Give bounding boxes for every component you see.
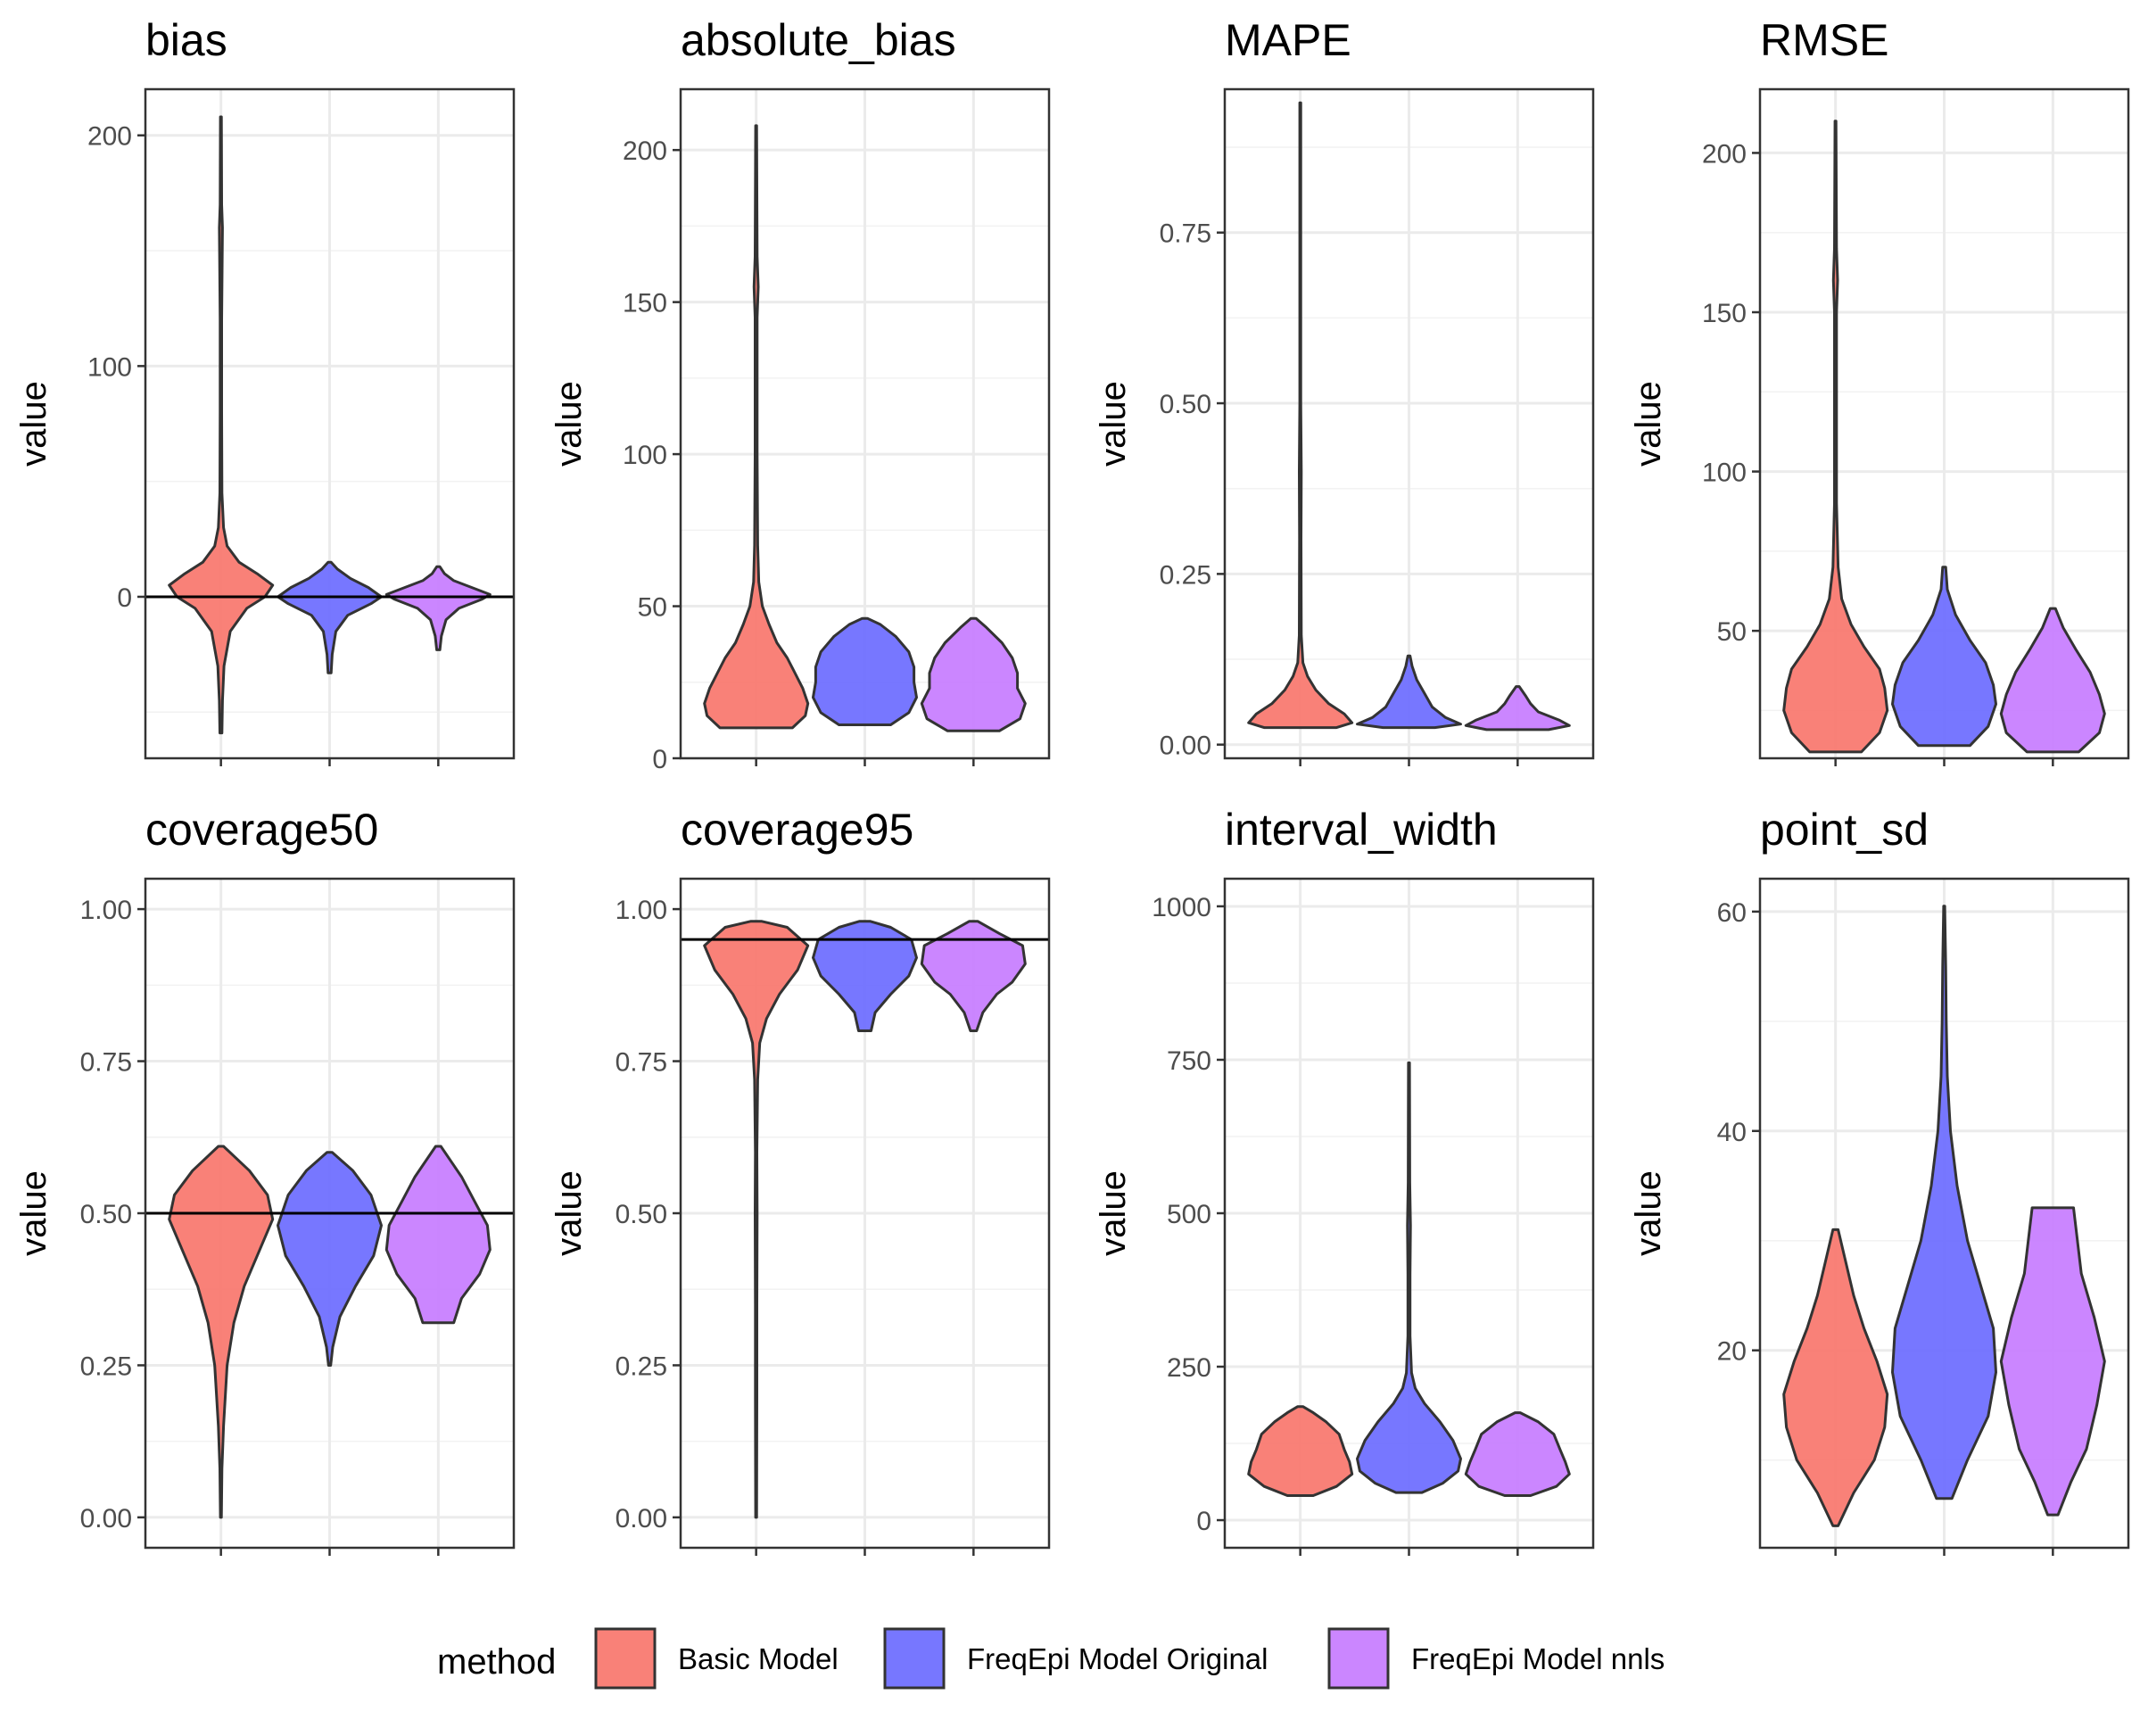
y-tick-label: 0.25	[80, 1352, 132, 1381]
violin-freqepi-model-nnls	[1464, 685, 1571, 732]
violin-basic-model	[703, 920, 810, 1519]
violin-freqepi-model-original	[812, 616, 918, 726]
legend-entry-basic-model: Basic Model	[594, 1627, 839, 1690]
y-axis-title: value	[1629, 1170, 1668, 1256]
y-axis-title: value	[1094, 1170, 1133, 1256]
violin-freqepi-model-original	[812, 920, 918, 1032]
violin-basic-model	[168, 1145, 275, 1519]
y-axis-title: value	[549, 381, 589, 467]
y-tick-label: 100	[1702, 459, 1747, 488]
violin-basic-model	[1782, 1228, 1889, 1527]
facet-title: point_sd	[1760, 805, 1929, 855]
y-tick-label: 250	[1167, 1353, 1211, 1383]
y-tick-label: 150	[623, 289, 667, 318]
legend-entries: Basic Model FreqEpi Model Original FreqEpi…	[594, 1627, 1665, 1690]
y-tick-label: 0.00	[616, 1504, 667, 1533]
y-tick-label: 0	[117, 583, 132, 613]
violin-freqepi-model-original	[1891, 566, 1997, 748]
y-tick-label: 0.75	[80, 1048, 132, 1078]
facet-absolute-bias: 0 50 100 150 200 value absolute_bias	[549, 15, 1051, 774]
violin-freqepi-model-nnls	[1464, 1411, 1571, 1497]
facet-point-sd: 20 40 60 value point_sd	[1629, 805, 2130, 1556]
y-tick-label: 1.00	[80, 896, 132, 925]
facet-title: absolute_bias	[681, 15, 956, 65]
violin-freqepi-model-nnls	[1999, 1206, 2106, 1517]
legend-title: method	[437, 1642, 556, 1682]
y-tick-label: 200	[87, 122, 132, 152]
y-tick-label: 200	[1702, 139, 1747, 169]
y-tick-label: 1.00	[616, 896, 667, 925]
facet-bias: 0 100 200 value bias	[14, 15, 516, 766]
violin-freqepi-model-original	[277, 1151, 383, 1367]
facet-title: RMSE	[1760, 15, 1888, 65]
facet-title: bias	[145, 15, 227, 65]
y-tick-label: 100	[87, 352, 132, 382]
facet-title: coverage50	[145, 805, 378, 855]
violin-basic-model	[1247, 101, 1354, 730]
violin-freqepi-model-original	[1356, 654, 1462, 730]
legend-label: FreqEpi Model Original	[967, 1642, 1268, 1675]
y-tick-label: 20	[1717, 1337, 1747, 1367]
y-tick-label: 0.50	[616, 1200, 667, 1229]
violin-basic-model	[168, 115, 275, 735]
y-tick-label: 1000	[1152, 893, 1211, 922]
y-tick-label: 50	[638, 593, 667, 623]
y-axis-title: value	[14, 1170, 54, 1256]
y-tick-label: 0.25	[616, 1352, 667, 1381]
legend-entry-freqepi-model-nnls: FreqEpi Model nnls	[1327, 1627, 1665, 1690]
y-axis-title: value	[1094, 381, 1133, 467]
y-tick-label: 60	[1717, 898, 1747, 928]
y-tick-label: 40	[1717, 1118, 1747, 1147]
facet-title: MAPE	[1225, 15, 1351, 65]
legend: method Basic Model FreqEpi Model Original…	[437, 1627, 1665, 1690]
violin-freqepi-model-nnls	[920, 616, 1027, 732]
violin-freqepi-model-nnls	[384, 565, 492, 651]
violin-basic-model	[703, 124, 810, 730]
y-axis-title: value	[14, 381, 54, 467]
legend-entry-freqepi-model-original: FreqEpi Model Original	[883, 1627, 1268, 1690]
y-tick-label: 0	[1196, 1507, 1211, 1536]
violin-freqepi-model-nnls	[384, 1145, 492, 1325]
legend-label: FreqEpi Model nnls	[1411, 1642, 1665, 1675]
y-tick-label: 0.25	[1160, 560, 1211, 590]
violin-freqepi-model-original	[277, 560, 383, 674]
y-tick-label: 0	[652, 745, 667, 774]
facet-title: interval_width	[1225, 805, 1498, 855]
legend-key	[883, 1627, 946, 1690]
y-tick-label: 0.50	[1160, 390, 1211, 419]
facet-panels: 0100200valuebias050100150200valueabsolut…	[14, 15, 2130, 1556]
facet-coverage50: 0.00 0.25 0.50 0.75 1.00 value coverage50	[14, 805, 516, 1556]
violin-basic-model	[1782, 120, 1889, 754]
y-tick-label: 0.00	[1160, 732, 1211, 761]
y-axis-title: value	[1629, 381, 1668, 467]
legend-key	[594, 1627, 657, 1690]
facet-rmse: 50 100 150 200 value RMSE	[1629, 15, 2130, 766]
violin-freqepi-model-nnls	[1999, 607, 2106, 754]
violin-basic-model	[1247, 1405, 1354, 1497]
y-tick-label: 0.00	[80, 1504, 132, 1533]
y-axis-title: value	[549, 1170, 589, 1256]
legend-key	[1327, 1627, 1390, 1690]
facet-title: coverage95	[681, 805, 913, 855]
facet-coverage95: 0.00 0.25 0.50 0.75 1.00 value coverage95	[549, 805, 1051, 1556]
facet-interval-width: 0 250 500 750 1000 value interval_width	[1094, 805, 1595, 1556]
y-tick-label: 50	[1717, 617, 1747, 647]
legend-label: Basic Model	[678, 1642, 839, 1675]
y-tick-label: 150	[1702, 299, 1747, 328]
y-tick-label: 750	[1167, 1046, 1211, 1076]
y-tick-label: 0.50	[80, 1200, 132, 1229]
y-tick-label: 200	[623, 136, 667, 166]
violin-freqepi-model-original	[1356, 1061, 1462, 1494]
violin-freqepi-model-original	[1891, 905, 1997, 1500]
y-tick-label: 500	[1167, 1200, 1211, 1229]
y-tick-label: 0.75	[616, 1048, 667, 1078]
y-tick-label: 0.75	[1160, 219, 1211, 249]
y-tick-label: 100	[623, 441, 667, 470]
violin-freqepi-model-nnls	[920, 920, 1027, 1032]
facet-mape: 0.00 0.25 0.50 0.75 value MAPE	[1094, 15, 1595, 766]
